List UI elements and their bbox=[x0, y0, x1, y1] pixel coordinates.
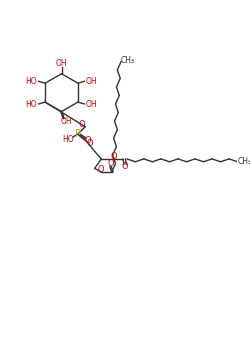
Text: OH: OH bbox=[56, 59, 67, 68]
Text: O: O bbox=[86, 139, 93, 148]
Text: OH: OH bbox=[85, 99, 97, 108]
Text: OH: OH bbox=[60, 117, 72, 126]
Text: CH₃: CH₃ bbox=[121, 56, 135, 65]
Text: HO: HO bbox=[62, 135, 74, 145]
Text: HO: HO bbox=[25, 99, 37, 108]
Text: O: O bbox=[110, 152, 117, 161]
Text: O: O bbox=[78, 120, 85, 130]
Text: P: P bbox=[74, 129, 80, 139]
Text: O: O bbox=[85, 136, 91, 145]
Text: HO: HO bbox=[25, 77, 37, 86]
Text: OH: OH bbox=[85, 77, 97, 86]
Text: O: O bbox=[122, 162, 128, 171]
Text: O: O bbox=[97, 165, 104, 174]
Text: CH₃: CH₃ bbox=[238, 157, 250, 166]
Text: O: O bbox=[108, 159, 114, 168]
